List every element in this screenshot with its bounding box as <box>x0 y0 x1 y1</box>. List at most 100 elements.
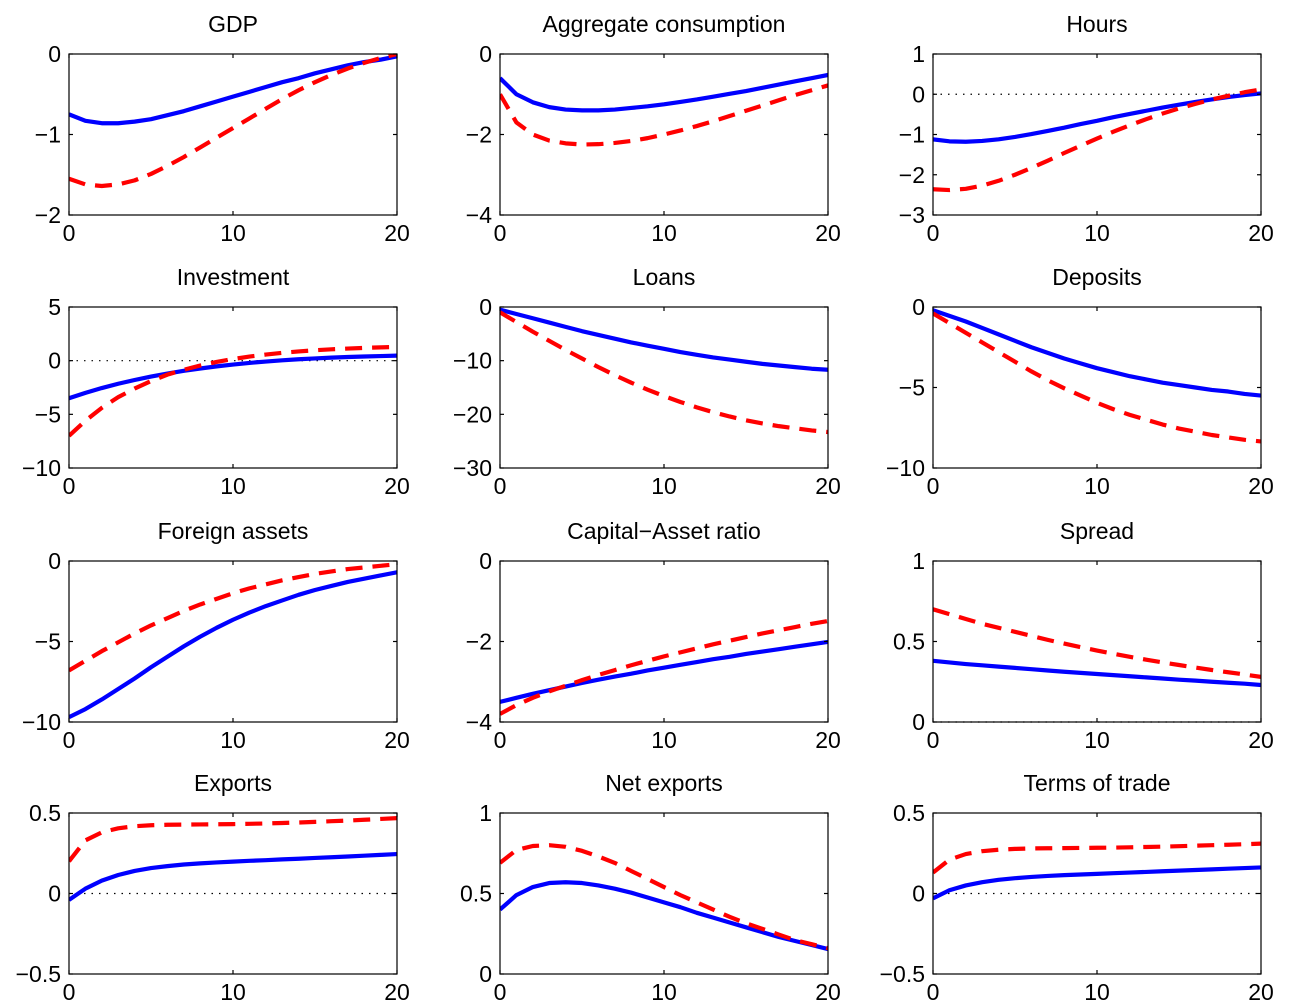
y-tick-label: −10 <box>453 348 492 374</box>
x-tick-label: 0 <box>494 727 507 753</box>
y-tick-label: −0.5 <box>880 961 925 987</box>
x-tick-label: 20 <box>384 220 410 246</box>
subplot-title: Hours <box>1066 11 1127 37</box>
x-tick-label: 20 <box>815 473 841 499</box>
y-tick-label: −5 <box>35 401 61 427</box>
y-tick-label: −10 <box>22 455 61 481</box>
solid-series-line <box>933 91 1261 144</box>
subplot-title: Spread <box>1060 518 1134 544</box>
dashed-series-line <box>500 618 828 716</box>
y-tick-label: −4 <box>466 202 492 228</box>
dashed-series-line <box>500 83 828 147</box>
y-tick-label: −2 <box>466 629 492 655</box>
x-tick-label: 10 <box>1084 473 1110 499</box>
subplot-11: Net exports 0 10 20 0 0.5 1 <box>460 770 841 1005</box>
subplot-title: Deposits <box>1052 264 1141 290</box>
subplot-1: GDP 0 10 20 −2 −1 0 <box>35 11 410 246</box>
x-tick-label: 0 <box>63 727 76 753</box>
solid-series-line <box>933 658 1261 688</box>
y-tick-label: 0 <box>912 294 925 320</box>
subplot-title: Loans <box>633 264 696 290</box>
x-tick-label: 10 <box>220 220 246 246</box>
plot-frame <box>932 53 1262 216</box>
x-tick-label: 0 <box>63 220 76 246</box>
x-tick-label: 0 <box>494 979 507 1005</box>
subplot-title: Terms of trade <box>1024 770 1171 796</box>
dashed-series-line <box>933 607 1261 679</box>
x-tick-label: 10 <box>220 727 246 753</box>
x-tick-label: 10 <box>651 727 677 753</box>
x-tick-label: 10 <box>220 979 246 1005</box>
y-tick-label: −4 <box>466 709 492 735</box>
dashed-series-line <box>933 87 1261 193</box>
solid-series-line <box>500 639 828 704</box>
x-tick-label: 20 <box>1248 473 1274 499</box>
y-tick-label: −2 <box>899 162 925 188</box>
subplot-6: Deposits 0 10 20 −10 −5 0 <box>886 264 1274 499</box>
solid-series-line <box>69 570 397 720</box>
y-tick-label: 1 <box>912 41 925 67</box>
x-tick-label: 20 <box>384 979 410 1005</box>
y-tick-label: 0 <box>912 709 925 735</box>
subplot-4: Investment 0 10 20 −10 −5 0 5 <box>22 264 410 499</box>
solid-series-line <box>933 865 1261 901</box>
plot-frame <box>499 560 829 723</box>
dashed-series-line <box>69 344 397 438</box>
solid-series-line <box>500 307 828 372</box>
dashed-series-line <box>933 841 1261 875</box>
y-tick-label: −5 <box>899 375 925 401</box>
x-tick-label: 10 <box>1084 220 1110 246</box>
y-tick-label: 0 <box>479 548 492 574</box>
x-tick-label: 20 <box>815 220 841 246</box>
y-tick-label: 0 <box>479 41 492 67</box>
subplot-7: Foreign assets 0 10 20 −10 −5 0 <box>22 518 410 753</box>
subplot-8: Capital−Asset ratio 0 10 20 −4 −2 0 <box>466 518 841 753</box>
y-tick-label: 0 <box>48 41 61 67</box>
x-tick-label: 0 <box>63 473 76 499</box>
solid-series-line <box>500 72 828 113</box>
plot-frame <box>68 306 398 469</box>
subplot-title: Exports <box>194 770 272 796</box>
y-tick-label: 1 <box>912 548 925 574</box>
x-tick-label: 10 <box>220 473 246 499</box>
subplot-title: Capital−Asset ratio <box>567 518 761 544</box>
y-tick-label: −30 <box>453 455 492 481</box>
y-tick-label: −1 <box>35 122 61 148</box>
solid-series-line <box>933 308 1261 398</box>
x-tick-label: 20 <box>815 727 841 753</box>
y-tick-label: 5 <box>48 294 61 320</box>
x-tick-label: 20 <box>384 727 410 753</box>
subplot-2: Aggregate consumption 0 10 20 −4 −2 0 <box>466 11 841 246</box>
plot-frame <box>932 306 1262 469</box>
y-tick-label: −2 <box>35 202 61 228</box>
y-tick-label: 1 <box>479 800 492 826</box>
x-tick-label: 10 <box>1084 727 1110 753</box>
subplot-9: Spread 0 10 20 0 0.5 1 <box>893 518 1274 753</box>
y-tick-label: 0.5 <box>29 800 61 826</box>
x-tick-label: 10 <box>651 220 677 246</box>
y-tick-label: −1 <box>899 122 925 148</box>
x-tick-label: 0 <box>494 473 507 499</box>
x-tick-label: 20 <box>384 473 410 499</box>
subplot-3: Hours 0 10 20 −3 −2 −1 0 1 <box>899 11 1274 246</box>
subplot-title: Aggregate consumption <box>543 11 786 37</box>
subplot-title: Net exports <box>605 770 723 796</box>
y-tick-label: 0 <box>48 881 61 907</box>
dashed-series-line <box>500 310 828 435</box>
plot-frame <box>499 53 829 216</box>
x-tick-label: 20 <box>815 979 841 1005</box>
solid-series-line <box>69 851 397 902</box>
plot-frame <box>499 306 829 469</box>
solid-series-line <box>69 353 397 401</box>
x-tick-label: 0 <box>927 220 940 246</box>
x-tick-label: 0 <box>927 727 940 753</box>
y-tick-label: 0.5 <box>893 629 925 655</box>
y-tick-label: 0 <box>912 81 925 107</box>
subplot-title: Investment <box>177 264 290 290</box>
y-tick-label: 0.5 <box>460 881 492 907</box>
y-tick-label: 0 <box>48 348 61 374</box>
x-tick-label: 20 <box>1248 979 1274 1005</box>
subplot-5: Loans 0 10 20 −30 −20 −10 0 <box>453 264 841 499</box>
